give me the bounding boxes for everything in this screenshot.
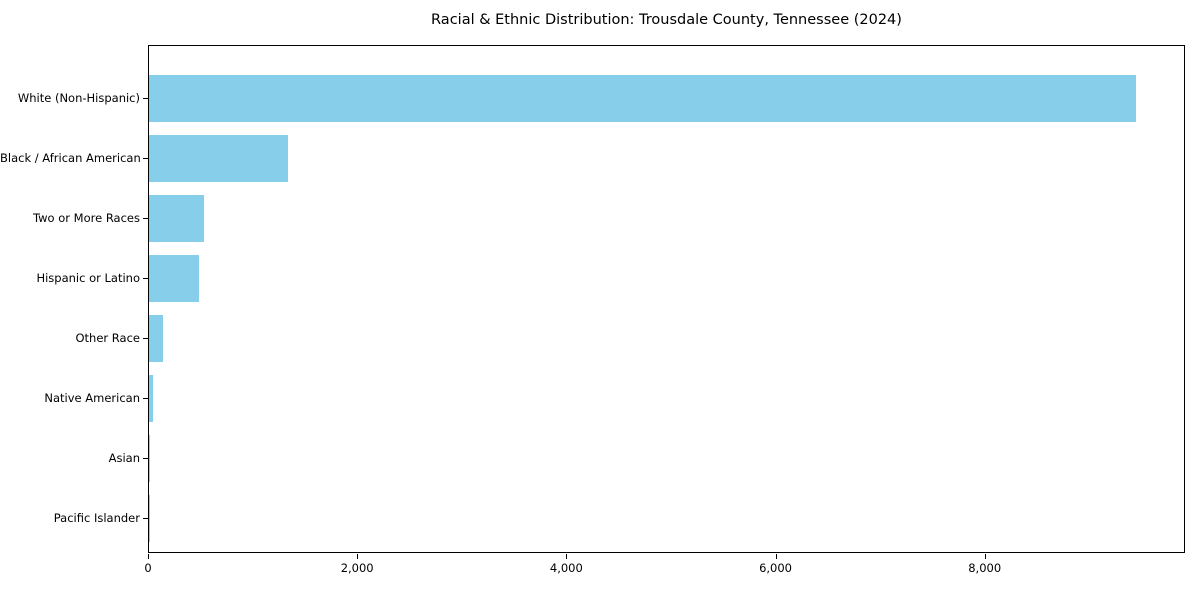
y-tick-mark: [143, 457, 148, 459]
bar-white-non-hispanic: [149, 75, 1137, 122]
y-tick-label: Hispanic or Latino: [36, 270, 140, 285]
x-tick-mark: [775, 554, 777, 559]
x-tick-label: 4,000: [549, 561, 583, 575]
bar-other-race: [149, 315, 164, 362]
y-tick-label: Asian: [108, 450, 140, 465]
bar-two-or-more-races: [149, 195, 204, 242]
y-tick-label: White (Non-Hispanic): [17, 90, 140, 105]
y-tick-label: Pacific Islander: [53, 510, 140, 525]
x-tick-label: 0: [144, 561, 152, 575]
x-tick-label: 8,000: [968, 561, 1002, 575]
chart-title: Racial & Ethnic Distribution: Trousdale …: [431, 12, 902, 28]
y-tick-mark: [143, 97, 148, 99]
y-tick-label: Two or More Races: [33, 210, 140, 225]
y-tick-label: Other Race: [75, 330, 141, 345]
bar-black-african-american: [149, 135, 289, 182]
x-tick-label: 6,000: [759, 561, 792, 575]
y-tick-mark: [143, 277, 148, 279]
bar-hispanic-or-latino: [149, 255, 200, 302]
x-tick-mark: [984, 554, 986, 559]
y-tick-mark: [143, 217, 148, 219]
y-tick-label: Native American: [44, 390, 140, 405]
y-tick-label: Black / African American: [0, 150, 141, 165]
y-tick-mark: [143, 337, 148, 339]
x-tick-label: 2,000: [340, 561, 374, 575]
bar-native-american: [149, 375, 153, 422]
x-tick-mark: [148, 554, 149, 559]
x-tick-mark: [357, 554, 359, 559]
bar-asian: [149, 435, 151, 482]
y-tick-mark: [143, 397, 148, 399]
y-tick-mark: [143, 157, 148, 159]
y-tick-mark: [143, 517, 148, 519]
x-tick-mark: [566, 554, 568, 559]
plot-area: [148, 45, 1185, 553]
